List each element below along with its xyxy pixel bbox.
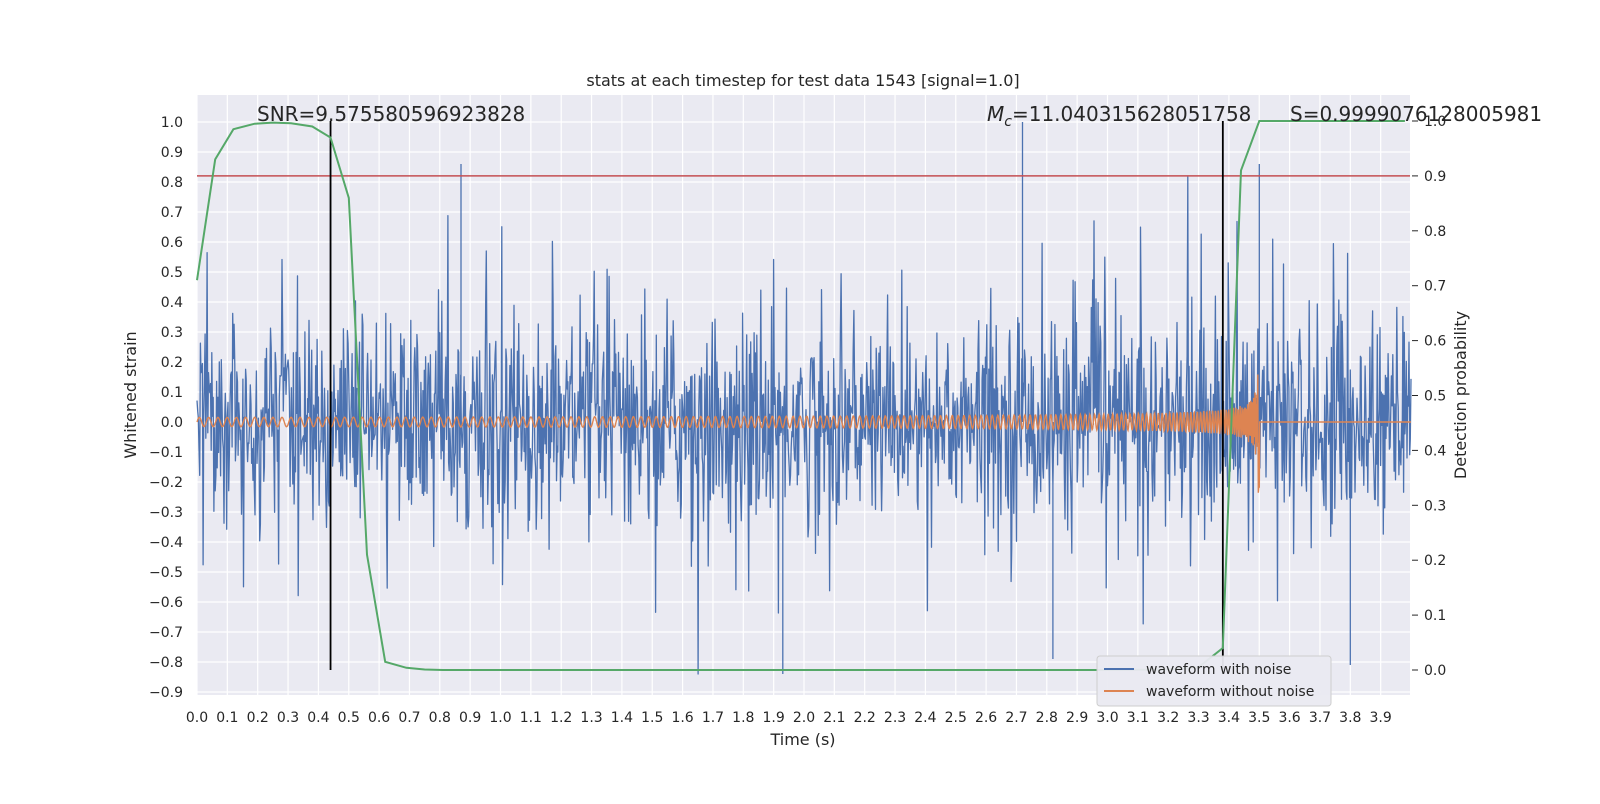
- y-tick-label: 0.2: [161, 355, 183, 371]
- chart-title: stats at each timestep for test data 154…: [586, 71, 1019, 90]
- x-tick-label: 0.1: [216, 710, 238, 726]
- x-tick-label: 2.7: [1005, 710, 1027, 726]
- x-tick-label: 3.6: [1278, 710, 1300, 726]
- x-tick-label: 0.3: [277, 710, 299, 726]
- overlay-lines: [196, 120, 1410, 671]
- y-tick-label: −0.5: [149, 565, 183, 581]
- legend: waveform with noise waveform without noi…: [1096, 655, 1332, 707]
- x-tick-label: 1.3: [580, 710, 602, 726]
- clean-waveform-line: [196, 374, 1411, 493]
- x-tick-label: 3.4: [1218, 710, 1240, 726]
- x-tick-label: 2.2: [854, 710, 876, 726]
- x-tick-label: 2.9: [1066, 710, 1088, 726]
- chirp-series: [196, 374, 1411, 493]
- x-tick-label: 1.7: [702, 710, 724, 726]
- y-tick-label: 0.9: [161, 145, 183, 161]
- y2-tick-label: 0.5: [1424, 389, 1446, 405]
- y2-tick-label: 0.7: [1424, 279, 1446, 295]
- x-tick-label: 1.8: [732, 710, 754, 726]
- x-tick-label: 1.6: [671, 710, 693, 726]
- snr-annotation: SNR=9.575580596923828: [257, 102, 525, 126]
- y2-tick-label: 0.6: [1424, 334, 1446, 350]
- x-tick-label: 2.0: [793, 710, 815, 726]
- grid: [196, 95, 1410, 695]
- x-tick-label: 1.0: [489, 710, 511, 726]
- legend-label-noise: waveform with noise: [1146, 662, 1291, 678]
- legend-box: [1096, 655, 1332, 707]
- y-axis-label: Whitened strain: [121, 331, 140, 458]
- x-tick-label: 0.4: [307, 710, 329, 726]
- y-tick-label: 0.0: [161, 415, 183, 431]
- y2-tick-label: 1.0: [1424, 114, 1446, 130]
- y-tick-label: 0.6: [161, 235, 183, 251]
- x-tick-label: 2.4: [914, 710, 936, 726]
- x-tick-label: 2.8: [1036, 710, 1058, 726]
- x-tick-label: 1.9: [763, 710, 785, 726]
- y-tick-label: −0.9: [149, 685, 183, 701]
- x-axis-label: Time (s): [769, 730, 835, 749]
- y-tick-label: 0.8: [161, 175, 183, 191]
- x-tick-label: 1.1: [520, 710, 542, 726]
- y-tick-label: 0.5: [161, 265, 183, 281]
- x-tick-label: 0.6: [368, 710, 390, 726]
- x-tick-label: 0.5: [338, 710, 360, 726]
- y-tick-label: −0.6: [149, 595, 183, 611]
- x-tick-label: 0.2: [247, 710, 269, 726]
- y-tick-label: 1.0: [161, 115, 183, 131]
- x-tick-label: 3.3: [1187, 710, 1209, 726]
- y-tick-label: 0.1: [161, 385, 183, 401]
- y2-tick-label: 0.8: [1424, 224, 1446, 240]
- x-tick-label: 3.5: [1248, 710, 1270, 726]
- tick-labels: 0.0 0.1 0.2 0.3 0.4 0.5 0.6 0.7 0.8 0.9 1.0 1.1 1.2 1…: [149, 114, 1446, 726]
- y2-tick-label: 0.4: [1424, 443, 1446, 459]
- x-tick-label: 1.4: [611, 710, 633, 726]
- x-tick-label: 0.9: [459, 710, 481, 726]
- x-tick-label: 2.3: [884, 710, 906, 726]
- y-tick-label: −0.3: [149, 505, 183, 521]
- mc-subscript: c: [1004, 114, 1012, 130]
- y-tick-label: −0.7: [149, 625, 183, 641]
- y-tick-label: −0.1: [149, 445, 183, 461]
- mc-annotation: Mc=11.040315628051758: [987, 102, 1251, 130]
- x-tick-label: 3.2: [1157, 710, 1179, 726]
- x-tick-label: 3.8: [1339, 710, 1361, 726]
- y-tick-label: 0.3: [161, 325, 183, 341]
- x-tick-label: 3.9: [1370, 710, 1392, 726]
- s-annotation: S=0.9999076128005981: [1290, 102, 1542, 126]
- x-tick-label: 1.2: [550, 710, 572, 726]
- y-tick-label: −0.2: [149, 475, 183, 491]
- detection-probability-line: [196, 120, 1405, 671]
- x-tick-label: 3.0: [1096, 710, 1118, 726]
- x-tick-label: 3.1: [1127, 710, 1149, 726]
- y-tick-label: −0.4: [149, 535, 183, 551]
- legend-label-clean: waveform without noise: [1146, 684, 1314, 700]
- x-tick-label: 3.7: [1309, 710, 1331, 726]
- y-tick-label: −0.8: [149, 655, 183, 671]
- x-tick-label: 0.7: [398, 710, 420, 726]
- x-tick-label: 1.5: [641, 710, 663, 726]
- y2-tick-label: 0.2: [1424, 553, 1446, 569]
- mc-value: =11.040315628051758: [1012, 102, 1251, 126]
- y2-tick-label: 0.0: [1424, 663, 1446, 679]
- x-tick-label: 2.1: [823, 710, 845, 726]
- x-tick-label: 0.8: [429, 710, 451, 726]
- y-tick-label: 0.4: [161, 295, 183, 311]
- x-tick-label: 0.0: [186, 710, 208, 726]
- y2-axis-label: Detection probability: [1451, 311, 1470, 479]
- y-tick-label: 0.7: [161, 205, 183, 221]
- mc-symbol: M: [987, 102, 1004, 126]
- x-tick-label: 2.5: [945, 710, 967, 726]
- y2-tick-label: 0.9: [1424, 169, 1446, 185]
- y2-tick-label: 0.1: [1424, 608, 1446, 624]
- x-tick-label: 2.6: [975, 710, 997, 726]
- y2-tick-label: 0.3: [1424, 498, 1446, 514]
